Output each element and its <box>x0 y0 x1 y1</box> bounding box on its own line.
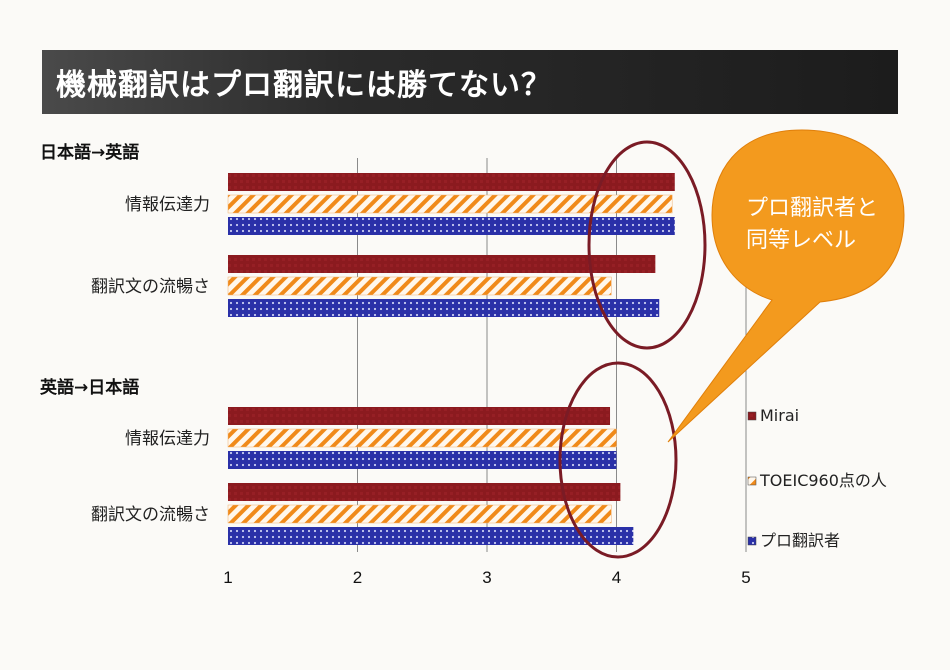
x-tick-label: 1 <box>223 568 232 587</box>
category-label: 情報伝達力 <box>125 429 210 449</box>
bar-solid <box>228 483 621 501</box>
category-label: 情報伝達力 <box>125 195 210 215</box>
legend-swatch <box>747 476 757 486</box>
page-title: 機械翻訳はプロ翻訳には勝てない？ <box>56 68 552 103</box>
bar-solid <box>228 255 656 273</box>
section-label: 日本語→英語 <box>40 142 139 163</box>
x-tick-label: 2 <box>353 568 362 587</box>
legend-swatch <box>747 536 757 546</box>
section-label: 英語→日本語 <box>40 377 139 398</box>
bar-hatched <box>227 194 673 214</box>
title-banner: 機械翻訳はプロ翻訳には勝てない？ <box>42 50 898 114</box>
bar-dotted <box>228 217 675 235</box>
callout-line-2: 同等レベル <box>746 228 856 253</box>
category-label: 翻訳文の流暢さ <box>91 277 210 297</box>
legend-label: TOEIC960点の人 <box>759 471 887 490</box>
highlight-ellipse-top <box>587 140 707 350</box>
legend-label: プロ翻訳者 <box>760 531 840 550</box>
bar-solid <box>228 407 611 425</box>
x-tick-label: 5 <box>741 568 750 587</box>
bar-hatched <box>227 276 612 296</box>
highlight-ellipse-bottom <box>558 361 678 559</box>
bar-dotted <box>228 299 660 317</box>
bar-dotted <box>228 527 634 545</box>
x-tick-label: 3 <box>482 568 491 587</box>
bar-dotted <box>228 451 617 469</box>
legend-label: Mirai <box>760 406 799 425</box>
bar-hatched <box>227 504 612 524</box>
bar-solid <box>228 173 675 191</box>
bar-hatched <box>227 428 617 448</box>
category-label: 翻訳文の流暢さ <box>91 505 210 525</box>
legend-swatch <box>747 411 757 421</box>
callout-line-1: プロ翻訳者と <box>746 196 878 221</box>
callout-bubble <box>667 129 905 443</box>
x-tick-label: 4 <box>612 568 621 587</box>
